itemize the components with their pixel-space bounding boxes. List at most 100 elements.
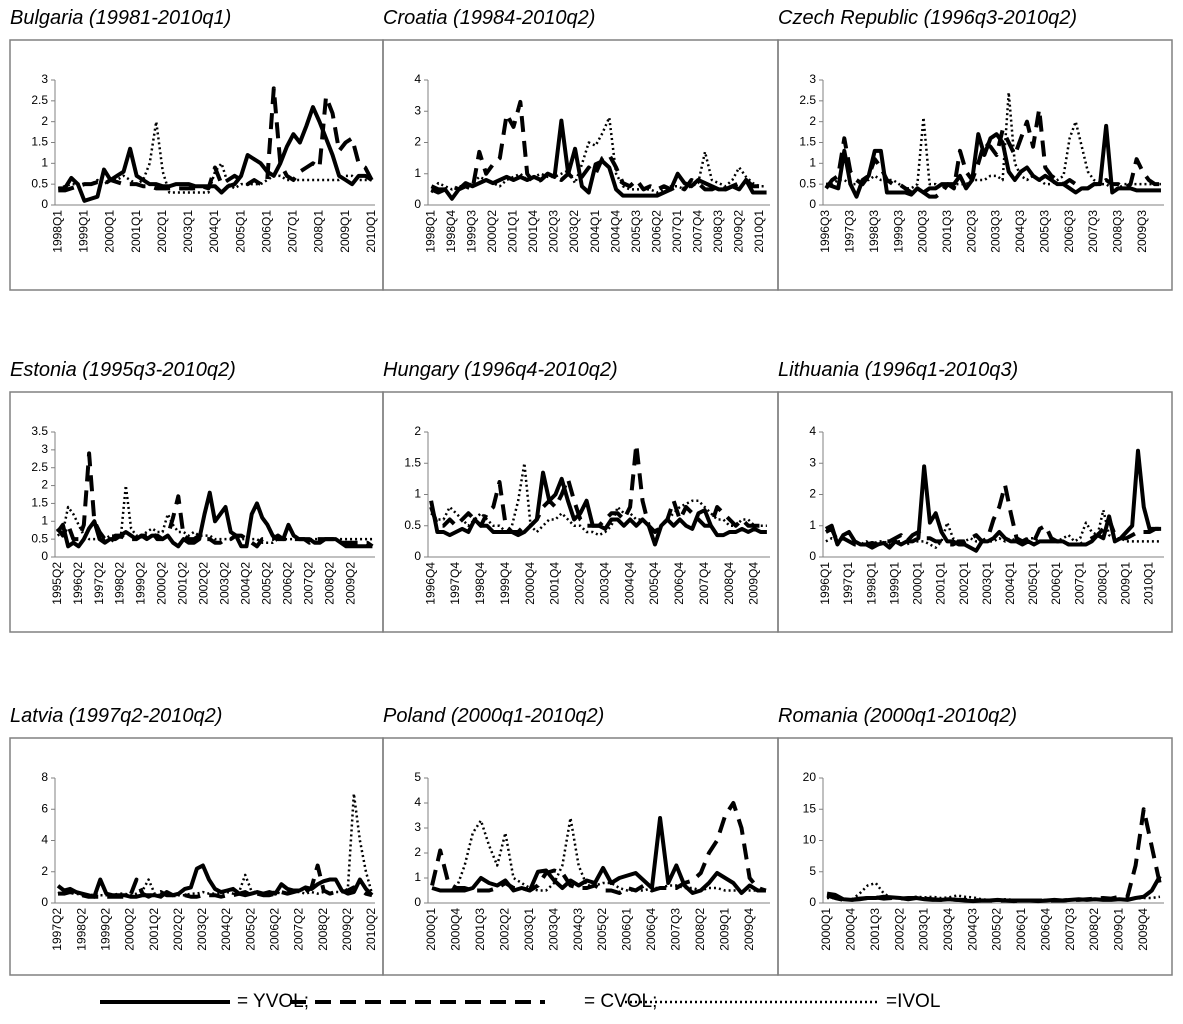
x-tick-label: 2004Q4 [608,210,622,253]
x-tick-label: 2008Q4 [722,562,736,605]
x-tick-label: 2000Q2 [123,908,137,951]
y-tick-label: 2 [414,135,421,149]
series-line [56,863,374,899]
x-tick-label: 1999Q3 [891,210,905,253]
y-tick-label: 6 [41,801,48,815]
x-tick-label: 1997Q3 [843,210,857,253]
x-tick-label: 2008Q3 [711,210,725,253]
x-tick-label: 1998Q2 [74,908,88,951]
x-tick-label: 2001Q3 [473,908,487,951]
x-tick-label: 2006Q4 [644,908,658,951]
x-tick-label: 2000Q2 [155,562,169,605]
x-tick-label: 2007Q3 [1063,908,1077,951]
panel-title: Croatia (19984-2010q2) [383,7,595,29]
x-tick-label: 2002Q2 [892,908,906,951]
x-tick-label: 2005Q4 [647,562,661,605]
x-tick-label: 2003Q4 [941,908,955,951]
x-tick-label: 2006Q1 [1049,562,1063,605]
x-tick-label: 2007Q3 [669,908,683,951]
y-tick-label: 3 [414,820,421,834]
x-tick-label: 2007Q1 [1072,562,1086,605]
y-tick-label: 2.5 [799,93,816,107]
x-tick-label: 2001Q1 [506,210,520,253]
y-tick-label: 15 [803,801,817,815]
x-tick-label: 1996Q3 [818,210,832,253]
x-tick-label: 2004Q1 [207,210,221,253]
x-tick-label: 1997Q2 [92,562,106,605]
x-tick-label: 1998Q3 [867,210,881,253]
y-tick-label: 0 [41,549,48,563]
x-tick-label: 2001Q3 [868,908,882,951]
panel-frame [777,391,1173,633]
y-tick-label: 2 [414,424,421,438]
x-tick-label: 2006Q4 [672,562,686,605]
x-tick-label: 2001Q3 [940,210,954,253]
panel-title: Romania (2000q1-2010q2) [778,705,1017,727]
x-tick-label: 1996Q4 [423,562,437,605]
x-tick-label: 2002Q2 [197,562,211,605]
x-tick-label: 2010Q1 [1142,562,1156,605]
series-line [56,451,374,549]
y-tick-label: 0 [414,197,421,211]
y-tick-label: 0.5 [31,531,48,545]
y-tick-label: 2 [41,114,48,128]
x-tick-label: 1998Q1 [864,562,878,605]
x-tick-label: 2006Q1 [620,908,634,951]
y-tick-label: 1 [41,513,48,527]
x-tick-label: 2009Q1 [1119,562,1133,605]
y-tick-label: 4 [414,72,421,86]
series-line [430,116,767,194]
y-tick-label: 10 [803,833,817,847]
x-tick-label: 2009Q3 [1135,210,1149,253]
x-tick-label: 2005Q3 [629,210,643,253]
x-tick-label: 2002Q3 [547,210,561,253]
legend-label: = CVOL; [584,991,657,1012]
x-tick-label: 2000Q2 [485,210,499,253]
x-tick-label: 1999Q4 [498,562,512,605]
series-line [824,107,1161,199]
x-tick-label: 2002Q1 [155,210,169,253]
series-line [824,483,1162,550]
x-tick-label: 2006Q2 [649,210,663,253]
x-tick-label: 2003Q4 [597,562,611,605]
series-line [58,863,373,899]
panel-frame [777,737,1173,976]
y-tick-label: 1 [41,156,48,170]
y-tick-label: 2.5 [31,93,48,107]
series-line [825,123,1161,199]
x-tick-label: 2003Q1 [181,210,195,253]
y-tick-label: 0 [414,549,421,563]
x-tick-label: 2001Q4 [526,210,540,253]
panel-title: Latvia (1997q2-2010q2) [10,705,222,727]
x-tick-label: 2004Q4 [622,562,636,605]
y-tick-label: 0.5 [799,176,816,190]
x-tick-label: 2001Q1 [129,210,143,253]
x-tick-label: 2005Q2 [260,562,274,605]
y-tick-label: 3 [41,442,48,456]
y-tick-label: 1 [809,156,816,170]
y-tick-label: 4 [41,833,48,847]
x-tick-label: 2006Q4 [1038,908,1052,951]
x-tick-label: 2005Q1 [1026,562,1040,605]
x-tick-label: 2009Q2 [344,562,358,605]
y-tick-label: 20 [803,770,817,784]
y-tick-label: 5 [414,770,421,784]
x-tick-label: 2003Q2 [567,210,581,253]
x-tick-label: 2005Q2 [243,908,257,951]
series-line [824,448,1162,553]
legend-label: = YVOL; [237,991,309,1012]
series-line [430,801,767,895]
series-line [431,816,766,892]
x-tick-label: 2006Q2 [268,908,282,951]
y-tick-label: 3 [414,103,421,117]
series-line [827,881,1161,902]
y-tick-label: 3 [809,72,816,86]
x-tick-label: 1999Q3 [465,210,479,253]
x-tick-label: 2006Q3 [1062,210,1076,253]
x-tick-label: 2007Q4 [697,562,711,605]
panel-frame [777,39,1173,291]
x-tick-label: 2003Q1 [917,908,931,951]
